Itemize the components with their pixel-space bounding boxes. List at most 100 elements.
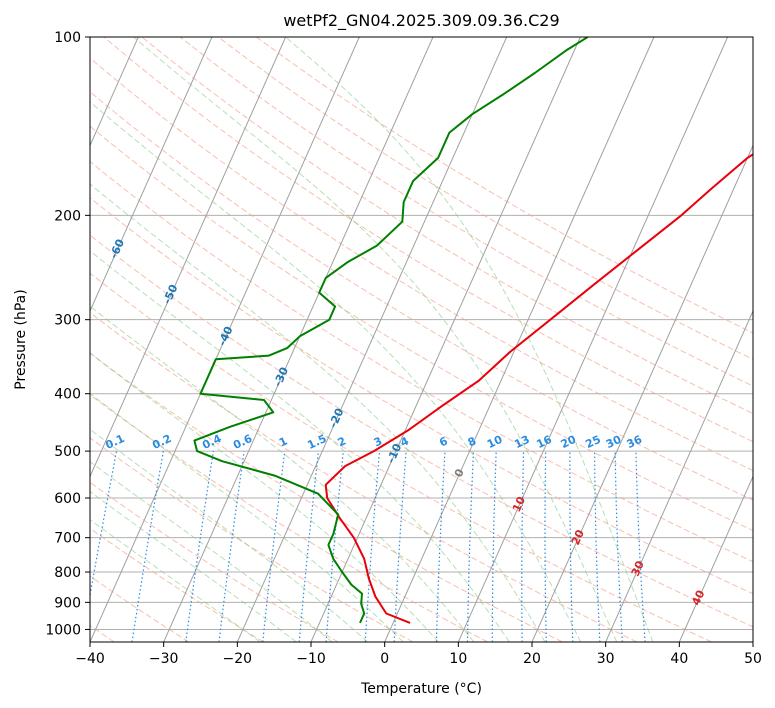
- mixing-ratio-label: 16: [535, 433, 555, 451]
- isotherm: [90, 37, 213, 313]
- isotherm-label: -30: [271, 365, 291, 389]
- mixing-ratio-line: [635, 451, 646, 642]
- moist-adiabat: [90, 428, 369, 642]
- y-tick-label: 700: [54, 531, 81, 547]
- y-tick-label: 200: [54, 208, 81, 224]
- mixing-ratio-line: [325, 451, 344, 642]
- dry-adiabat: [90, 352, 563, 642]
- dry-adiabat: [179, 37, 753, 387]
- x-tick-label: 50: [744, 651, 762, 667]
- moist-adiabat: [90, 490, 297, 642]
- dry-adiabat: [103, 37, 753, 443]
- mixing-ratio-label: 25: [583, 433, 602, 451]
- isotherm: [90, 37, 139, 147]
- mixing-ratio-line: [569, 451, 574, 642]
- moist-adiabat: [133, 37, 618, 642]
- isotherm: [531, 144, 753, 642]
- mixing-ratio-line: [364, 451, 381, 642]
- isotherm: [457, 37, 729, 642]
- mixing-ratio-label: 6: [437, 434, 450, 449]
- mixing-ratio-label: 36: [625, 433, 645, 451]
- y-tick-label: 800: [54, 565, 81, 581]
- mixing-ratio-label: 0.2: [150, 432, 173, 452]
- x-tick-label: 30: [597, 651, 615, 667]
- moist-adiabat: [90, 183, 546, 642]
- y-axis: 1000 900 800 700 600 500 400 300 200 100: [45, 30, 90, 638]
- moist-adiabat: [90, 250, 510, 642]
- x-tick-label: 10: [449, 651, 467, 667]
- isotherm: [0, 37, 65, 642]
- mixing-ratio-label: 2: [336, 434, 348, 449]
- dry-adiabat: [90, 394, 488, 642]
- x-tick-label: 40: [670, 651, 688, 667]
- dry-adiabat: [217, 37, 753, 360]
- dry-adiabat: [90, 57, 753, 472]
- mixing-ratio-line: [491, 451, 497, 642]
- isotherm-label: -60: [107, 237, 127, 261]
- mixing-ratio-line: [393, 451, 407, 642]
- dry-adiabat: [141, 37, 753, 415]
- moist-adiabat: [90, 305, 475, 642]
- dry-adiabat: [90, 575, 190, 642]
- isotherm: [90, 37, 360, 642]
- isotherm: [90, 37, 287, 478]
- mixing-ratio-label: 0.6: [231, 432, 254, 452]
- dry-adiabat: [90, 91, 753, 501]
- y-tick-label: 300: [54, 313, 81, 329]
- mixing-ratio-label: 3: [372, 434, 384, 449]
- mixing-ratio-label: 0.1: [103, 432, 126, 452]
- y-tick-label: 500: [54, 444, 81, 460]
- mixing-ratio-line: [262, 451, 286, 642]
- isotherm-label: -40: [216, 324, 236, 348]
- moist-adiabat: [285, 37, 654, 642]
- mixing-ratio-label: 13: [512, 433, 531, 451]
- isotherm-label: 20: [569, 528, 587, 548]
- isotherm: [752, 640, 753, 642]
- chart-title: wetPf2_GN04.2025.309.09.36.C29: [283, 11, 559, 31]
- y-tick-label: 1000: [45, 622, 81, 638]
- y-tick-label: 100: [54, 30, 81, 46]
- isotherm-label: 40: [689, 588, 707, 608]
- isotherm-label: -50: [161, 282, 181, 306]
- isotherm-label: 10: [510, 494, 528, 514]
- isotherm-label: -20: [327, 406, 347, 430]
- mixing-ratio-line: [466, 451, 475, 642]
- mixing-ratio-line: [594, 451, 601, 642]
- mixing-ratio-labels: 0.1 0.2 0.4 0.6 1 1.5 2 3 4 6 8 10 13 16 20 25 30 36: [103, 432, 644, 452]
- isotherm-label: 0: [452, 467, 467, 480]
- profile-lines: [193, 37, 753, 624]
- mixing-ratio-line: [544, 451, 547, 642]
- y-tick-label: 400: [54, 387, 81, 403]
- x-tick-label: 0: [380, 651, 389, 667]
- mixing-ratio-line: [218, 451, 245, 642]
- y-axis-title: Pressure (hPa): [13, 289, 29, 389]
- mixing-ratio-label: 10: [485, 433, 505, 451]
- dry-adiabat: [90, 311, 638, 642]
- isotherm: [236, 37, 508, 642]
- dry-adiabat: [90, 125, 753, 532]
- dry-adiabat: [90, 481, 339, 642]
- dry-adiabat: [90, 272, 712, 642]
- moist-adiabat: [90, 392, 404, 642]
- mixing-ratio-line: [185, 451, 214, 642]
- moist-adiabat: [90, 101, 582, 642]
- background-lines: [0, 37, 753, 642]
- mixing-ratio-label: 30: [604, 433, 624, 451]
- isotherm: [163, 37, 434, 642]
- x-axis-title: Temperature (°C): [360, 681, 482, 697]
- mixing-ratio-label: 1: [277, 434, 289, 449]
- series-dewpoint: [193, 37, 589, 624]
- moist-adiabat: [90, 461, 333, 642]
- x-tick-label: −30: [149, 651, 179, 667]
- isotherm: [310, 37, 581, 642]
- dry-adiabat: [256, 37, 753, 334]
- x-axis: −40 −30 −20 −10 0 10 20 30 40 50: [75, 642, 762, 667]
- isotherm-label: -80: [0, 147, 20, 171]
- y-tick-label: 900: [54, 595, 81, 611]
- mixing-ratio-line: [298, 451, 320, 642]
- plot-frame: [89, 36, 754, 643]
- x-tick-label: −10: [296, 651, 326, 667]
- mixing-ratio-label: 1.5: [305, 432, 328, 452]
